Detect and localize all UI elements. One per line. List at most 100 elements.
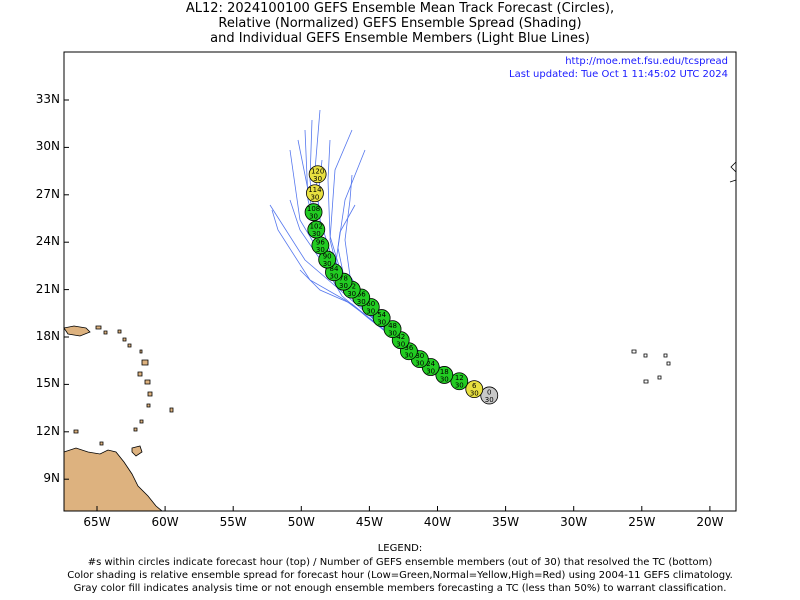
ensemble-member-tracks	[269, 109, 485, 393]
x-tick-label: 40W	[423, 515, 452, 529]
member-count: 30	[339, 282, 348, 290]
map-frame	[63, 51, 737, 512]
y-tick-label: 30N	[35, 139, 60, 154]
legend-heading: LEGEND:	[377, 543, 423, 554]
forecast-hour: 66	[357, 291, 366, 299]
member-count: 30	[312, 230, 321, 238]
land-south-america	[63, 447, 164, 512]
y-tick-label: 15N	[35, 376, 60, 391]
forecast-hour: 78	[339, 275, 348, 283]
forecast-hour: 102	[310, 223, 323, 231]
member-count: 30	[316, 246, 325, 254]
legend-line-1: #s within circles indicate forecast hour…	[87, 557, 713, 568]
forecast-hour: 60	[366, 300, 375, 308]
forecast-hour: 72	[347, 283, 356, 291]
x-tick-label: 25W	[628, 515, 656, 529]
y-tick-label: 21N	[35, 281, 60, 296]
title-line-2: Relative (Normalized) GEFS Ensemble Spre…	[218, 16, 582, 31]
y-tick-label: 18N	[35, 329, 60, 343]
member-count: 30	[323, 260, 332, 268]
y-tick-label: 33N	[35, 92, 60, 106]
forecast-hour: 0	[487, 388, 491, 396]
land-cape-verde	[631, 349, 671, 384]
ensemble-mean-track: 0306301230183024303030363042304830543060…	[304, 165, 499, 405]
forecast-hour: 48	[388, 322, 397, 330]
member-count: 30	[310, 194, 319, 202]
track-circle	[383, 320, 402, 339]
member-count: 30	[309, 213, 318, 221]
track-circle	[306, 184, 324, 203]
forecast-hour: 84	[330, 265, 339, 273]
member-count: 30	[366, 307, 375, 315]
x-tick-label: 50W	[287, 515, 315, 529]
member-count: 30	[396, 341, 405, 349]
legend-line-3: Gray color fill indicates analysis time …	[73, 583, 727, 594]
y-tick-label: 9N	[43, 471, 60, 486]
forecast-hour: 120	[311, 167, 324, 175]
track-circle	[307, 220, 326, 239]
land-trinidad	[131, 445, 143, 457]
member-count: 30	[440, 375, 449, 383]
track-circle	[372, 309, 391, 327]
title-line-3: and Individual GEFS Ensemble Members (Li…	[210, 31, 590, 46]
forecast-hour: 36	[404, 344, 413, 352]
track-circle	[308, 165, 327, 184]
forecast-hour: 42	[396, 333, 405, 341]
x-tick-label: 60W	[151, 515, 179, 529]
forecast-hour: 54	[377, 311, 386, 319]
x-tick-label: 20W	[696, 515, 724, 529]
last-updated: Last updated: Tue Oct 1 11:45:02 UTC 202…	[509, 69, 728, 80]
x-tick-label: 65W	[83, 515, 111, 529]
forecast-hour: 12	[455, 374, 464, 382]
track-point: 630	[465, 380, 484, 399]
forecast-hour: 6	[472, 382, 477, 390]
track-circle	[465, 380, 484, 399]
y-tick-label: 27N	[35, 186, 60, 201]
x-tick-label: 35W	[492, 515, 520, 529]
y-tick-label: 12N	[35, 423, 60, 438]
track-circle	[450, 372, 469, 391]
land-lesser-antilles	[73, 325, 174, 446]
forecast-hour: 96	[316, 238, 325, 246]
forecast-hour: 18	[440, 368, 449, 376]
member-count: 30	[404, 352, 413, 360]
member-count: 30	[330, 273, 339, 281]
member-count: 30	[388, 330, 397, 338]
track-circle	[435, 366, 454, 384]
x-tick-label: 30W	[560, 515, 588, 529]
member-count: 30	[470, 390, 479, 398]
member-count: 30	[485, 396, 494, 404]
title-line-1: AL12: 2024100100 GEFS Ensemble Mean Trac…	[185, 1, 615, 16]
x-tick-label: 55W	[219, 515, 247, 529]
source-url: http://moe.met.fsu.edu/tcspread	[565, 56, 728, 67]
land-africa-coast	[729, 161, 737, 183]
track-point: 030	[480, 386, 499, 405]
member-count: 30	[415, 360, 424, 368]
axis-ticks	[64, 99, 711, 511]
forecast-hour: 30	[415, 352, 424, 360]
track-circle	[480, 386, 499, 405]
y-tick-label: 24N	[35, 234, 60, 249]
member-count: 30	[313, 175, 322, 183]
track-circle	[304, 203, 323, 222]
forecast-hour: 108	[307, 205, 320, 213]
forecast-hour: 24	[426, 360, 435, 368]
forecast-hour: 114	[308, 186, 322, 194]
member-count: 30	[455, 382, 464, 390]
forecast-hour: 90	[323, 253, 332, 261]
x-tick-label: 45W	[355, 515, 383, 529]
legend-line-2: Color shading is relative ensemble sprea…	[67, 570, 733, 581]
member-count: 30	[347, 290, 356, 298]
member-count: 30	[357, 298, 366, 306]
member-count: 30	[426, 368, 435, 376]
